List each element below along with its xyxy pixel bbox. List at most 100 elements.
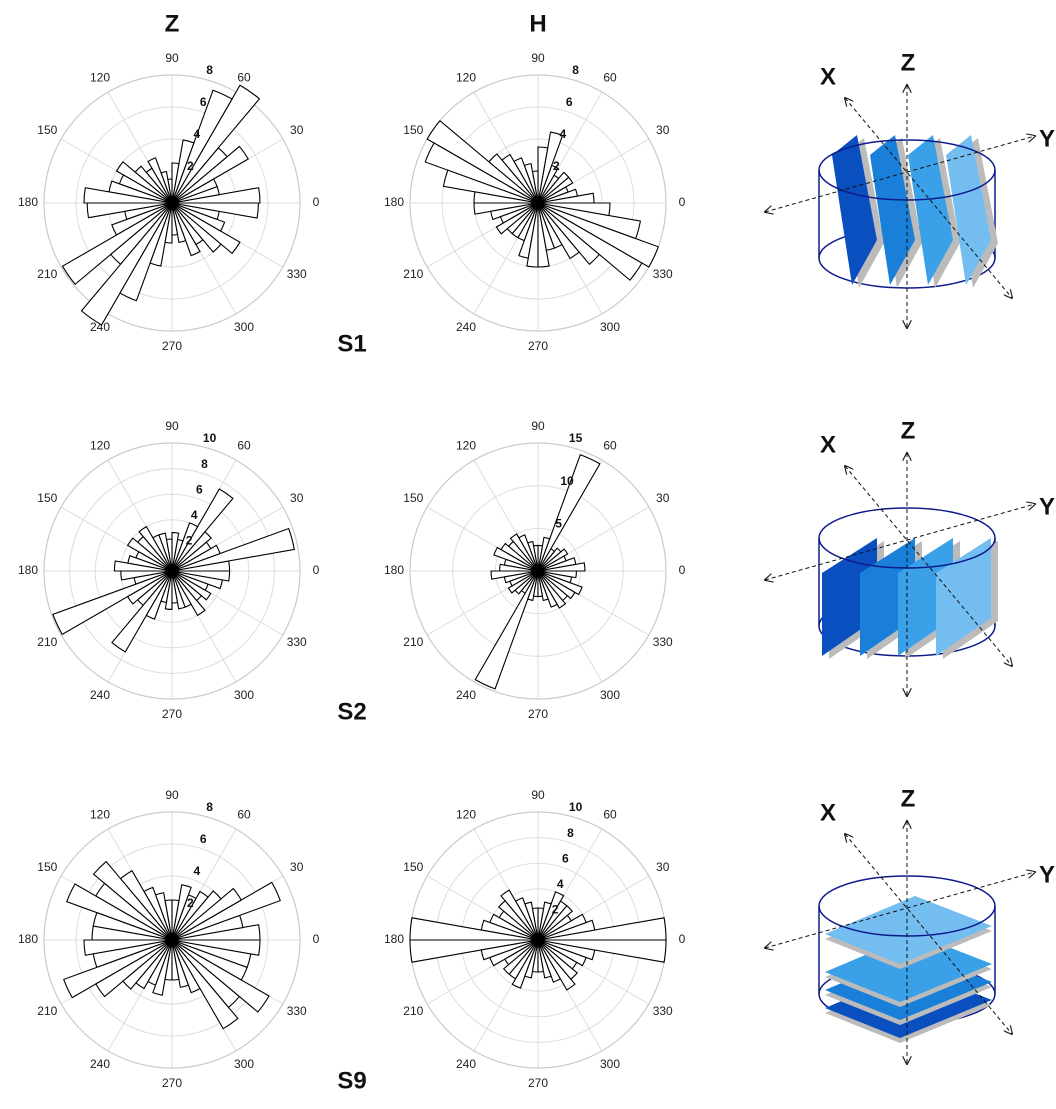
petal <box>527 570 539 602</box>
angle-label: 90 <box>531 51 545 65</box>
radial-tick-label: 10 <box>560 474 574 488</box>
petal <box>92 860 173 941</box>
petal <box>164 570 173 610</box>
petal <box>495 202 539 235</box>
angle-label: 120 <box>456 807 476 821</box>
angle-label: 180 <box>384 932 404 946</box>
angle-label: 240 <box>90 320 110 334</box>
angle-label: 330 <box>287 267 307 281</box>
axis-label: Y <box>1039 493 1055 520</box>
column-title: H <box>529 10 546 37</box>
row-label: S2 <box>337 698 366 725</box>
angle-label: 180 <box>18 195 38 209</box>
angle-label: 30 <box>656 123 670 137</box>
angle-label: 150 <box>37 860 57 874</box>
angle-label: 120 <box>456 438 476 452</box>
petal <box>537 939 667 963</box>
angle-label: 90 <box>531 788 545 802</box>
outer-circle <box>409 74 667 332</box>
radial-tick-label: 10 <box>569 800 583 814</box>
axis-label: Y <box>1039 125 1055 152</box>
angle-label: 30 <box>290 491 304 505</box>
angle-label: 300 <box>234 320 254 334</box>
axis-label: X <box>820 63 836 90</box>
petal <box>537 570 577 579</box>
angle-label: 30 <box>656 491 670 505</box>
angle-label: 300 <box>234 688 254 702</box>
petal <box>509 533 539 572</box>
petal <box>171 570 206 617</box>
angle-label: 210 <box>403 267 423 281</box>
radial-tick-label: 10 <box>203 431 217 445</box>
angle-label: 0 <box>313 563 320 577</box>
radial-tick-label: 8 <box>206 63 213 77</box>
petal <box>152 939 173 996</box>
petal <box>138 525 173 572</box>
row-label: S9 <box>337 1067 366 1094</box>
angle-label: 300 <box>600 688 620 702</box>
angle-label: 90 <box>165 788 179 802</box>
angle-label: 210 <box>37 635 57 649</box>
petal <box>126 537 173 572</box>
angle-label: 0 <box>679 563 686 577</box>
radial-tick-label: 4 <box>193 864 200 878</box>
radial-tick-label: 15 <box>569 431 583 445</box>
petal <box>111 570 173 653</box>
petal <box>537 536 551 572</box>
axis-arrow <box>845 466 1012 666</box>
petal <box>474 570 539 690</box>
column-title: Z <box>165 10 180 37</box>
petal <box>171 202 241 255</box>
petal <box>115 161 173 204</box>
radial-tick-label: 4 <box>557 877 564 891</box>
petal <box>500 889 539 941</box>
petal <box>171 939 270 1013</box>
radial-tick-label: 2 <box>186 534 193 548</box>
radial-tick-label: 2 <box>552 903 559 917</box>
petal <box>537 939 576 991</box>
axis-arrow <box>765 504 1035 580</box>
radial-tick-label: 4 <box>193 127 200 141</box>
angle-label: 90 <box>165 419 179 433</box>
angle-label: 60 <box>603 807 617 821</box>
angle-label: 0 <box>679 195 686 209</box>
angle-label: 0 <box>679 932 686 946</box>
outer-circle <box>409 442 667 700</box>
angle-label: 330 <box>653 267 673 281</box>
axis-label: Z <box>901 417 916 444</box>
radial-tick-label: 8 <box>572 63 579 77</box>
radial-tick-label: 5 <box>555 517 562 531</box>
angle-label: 60 <box>237 807 251 821</box>
radial-tick-label: 2 <box>187 159 194 173</box>
angle-label: 270 <box>162 1076 182 1090</box>
angle-label: 210 <box>403 635 423 649</box>
outer-circle <box>43 811 301 1069</box>
angle-label: 330 <box>653 635 673 649</box>
axis-arrow <box>845 98 1012 298</box>
angle-label: 270 <box>528 1076 548 1090</box>
petal <box>171 522 199 572</box>
petal <box>171 887 243 941</box>
angle-label: 270 <box>528 707 548 721</box>
petal <box>171 890 222 941</box>
petal <box>537 171 570 204</box>
petal <box>537 570 567 609</box>
petal <box>63 939 173 999</box>
angle-label: 150 <box>37 491 57 505</box>
angle-label: 90 <box>531 419 545 433</box>
petal <box>145 570 173 620</box>
axis-arrow <box>765 872 1035 948</box>
axis-label: X <box>820 799 836 826</box>
angle-label: 330 <box>653 1004 673 1018</box>
petal <box>164 202 173 244</box>
axis-label: Z <box>901 785 916 812</box>
angle-label: 240 <box>456 688 476 702</box>
petal <box>149 202 173 267</box>
angle-label: 30 <box>656 860 670 874</box>
radial-tick-label: 4 <box>191 508 198 522</box>
petal <box>171 139 195 204</box>
row-label: S1 <box>337 330 366 357</box>
angle-label: 330 <box>287 1004 307 1018</box>
angle-label: 150 <box>403 491 423 505</box>
